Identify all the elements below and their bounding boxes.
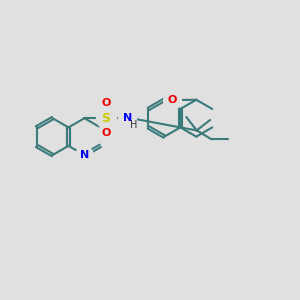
Text: S: S	[101, 112, 110, 125]
Text: N: N	[123, 113, 132, 123]
Text: O: O	[101, 128, 110, 138]
Text: N: N	[80, 150, 89, 160]
Text: O: O	[168, 95, 177, 105]
Text: H: H	[130, 120, 137, 130]
Text: O: O	[101, 98, 110, 108]
